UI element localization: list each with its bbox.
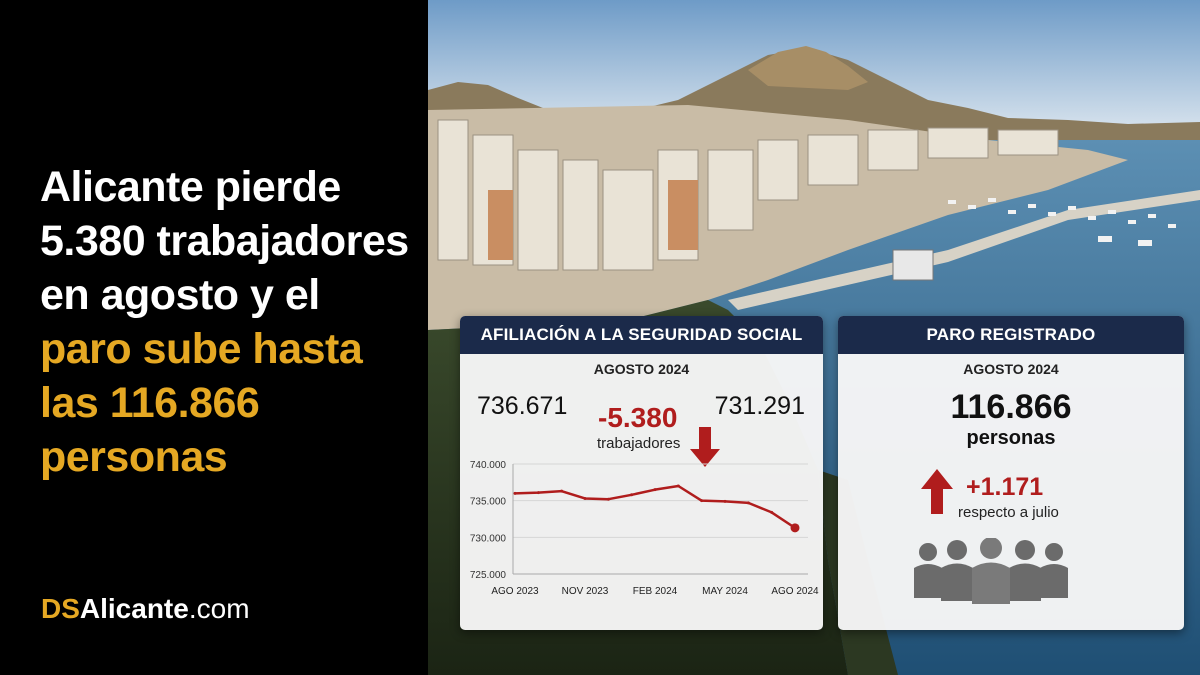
brand-tld: .com bbox=[188, 593, 250, 624]
series-point bbox=[770, 510, 774, 514]
paro-title: PARO REGISTRADO bbox=[838, 316, 1184, 354]
series-point bbox=[560, 489, 564, 493]
paro-delta: +1.171 bbox=[966, 473, 1044, 501]
paro-value-label: personas bbox=[966, 427, 1056, 449]
afiliacion-subtitle: AGOSTO 2024 bbox=[593, 361, 690, 377]
brand-ds: DS bbox=[41, 593, 80, 624]
series-point bbox=[583, 496, 587, 500]
paro-subtitle: AGOSTO 2024 bbox=[963, 361, 1059, 377]
series-line bbox=[514, 484, 796, 529]
afiliacion-delta-label: trabajadores bbox=[597, 435, 681, 452]
series-point bbox=[513, 491, 517, 495]
series-point bbox=[746, 501, 750, 505]
headline-panel: Alicante pierde 5.380 trabajadores en ag… bbox=[0, 0, 428, 675]
series-point bbox=[653, 488, 657, 492]
series-point bbox=[630, 493, 634, 497]
y-tick-label: 730.000 bbox=[470, 533, 507, 544]
paro-delta-label: respecto a julio bbox=[958, 504, 1059, 521]
headline-line-3: en agosto y el bbox=[40, 271, 320, 319]
x-tick-label: MAY 2024 bbox=[702, 586, 748, 597]
series-point bbox=[700, 499, 704, 503]
headline: Alicante pierde 5.380 trabajadores en ag… bbox=[40, 160, 420, 484]
series-point bbox=[536, 491, 540, 495]
headline-line-6: personas bbox=[40, 433, 228, 481]
y-tick-label: 735.000 bbox=[470, 497, 507, 508]
x-tick-label: AGO 2023 bbox=[491, 586, 539, 597]
series-end-point bbox=[790, 523, 800, 533]
people-group-icon bbox=[914, 538, 1068, 604]
headline-line-5: las 116.866 bbox=[40, 379, 260, 427]
afiliacion-card: AFILIACIÓN A LA SEGURIDAD SOCIAL AGOSTO … bbox=[460, 316, 823, 630]
series-point bbox=[723, 499, 727, 503]
y-tick-label: 740.000 bbox=[470, 460, 507, 471]
afiliacion-title: AFILIACIÓN A LA SEGURIDAD SOCIAL bbox=[460, 316, 823, 354]
brand-logo[interactable]: DSAlicante.com bbox=[41, 593, 250, 625]
afiliacion-previous-value: 736.671 bbox=[477, 392, 568, 420]
x-tick-label: FEB 2024 bbox=[633, 586, 678, 597]
brand-name: Alicante bbox=[79, 593, 189, 624]
x-tick-label: NOV 2023 bbox=[562, 586, 609, 597]
arrow-up-icon bbox=[921, 469, 953, 514]
series-point bbox=[606, 497, 610, 501]
x-tick-label: AGO 2024 bbox=[771, 586, 819, 597]
headline-line-1: Alicante pierde bbox=[40, 163, 341, 211]
paro-card: PARO REGISTRADO AGOSTO 2024 116.866 pers… bbox=[838, 316, 1184, 630]
afiliacion-current-value: 731.291 bbox=[714, 392, 805, 420]
headline-line-2: 5.380 trabajadores bbox=[40, 217, 409, 265]
headline-line-4: paro sube hasta bbox=[40, 325, 363, 373]
afiliacion-line-chart: 740.000 735.000 730.000 725.000 AGO 2023 NOV … bbox=[470, 460, 819, 597]
arrow-down-icon bbox=[690, 427, 720, 467]
paro-value: 116.866 bbox=[950, 388, 1072, 426]
series-point bbox=[676, 484, 680, 488]
y-tick-label: 725.000 bbox=[470, 570, 507, 581]
afiliacion-delta: -5.380 bbox=[598, 402, 678, 433]
